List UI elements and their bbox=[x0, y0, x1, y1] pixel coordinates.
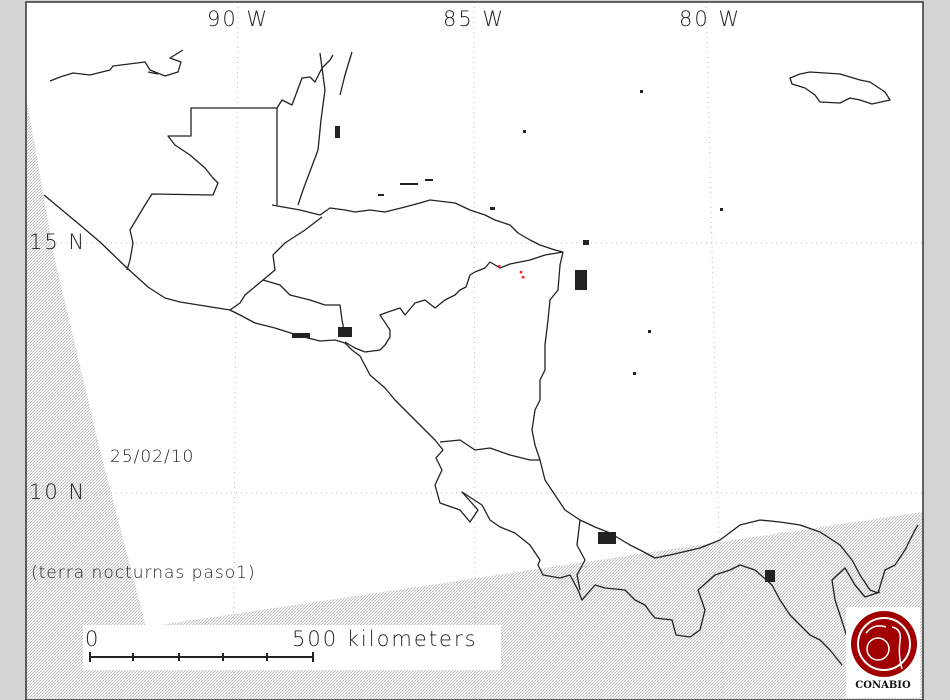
logo-text: CONABIO bbox=[855, 680, 911, 691]
latitude-label-15n: 15 N bbox=[29, 230, 87, 254]
pass-caption: (terra nocturnas paso1) bbox=[31, 563, 256, 583]
date-label: 25/02/10 bbox=[110, 447, 195, 467]
jamaica-coast bbox=[789, 71, 891, 105]
hotspot-1 bbox=[519, 271, 523, 274]
latitude-label-10n: 10 N bbox=[29, 480, 87, 504]
hotspot-layer bbox=[497, 265, 525, 279]
map-frame bbox=[25, 1, 924, 700]
costa-rica-panama-border bbox=[576, 519, 586, 591]
conabio-logo: CONABIO bbox=[846, 607, 920, 698]
longitude-label-85w: 85 W bbox=[443, 7, 506, 31]
scale-bar: 0 500 kilometers bbox=[83, 625, 501, 670]
nicaragua-costa-rica-border bbox=[439, 439, 540, 461]
scale-end-label: 500 kilometers bbox=[292, 627, 478, 651]
yucatan-belize-coast bbox=[271, 51, 564, 253]
honduras-nicaragua-border bbox=[344, 251, 564, 353]
conabio-emblem bbox=[851, 611, 917, 677]
scale-bar-ruler bbox=[89, 652, 314, 662]
guatemala-honduras-border bbox=[229, 216, 323, 311]
cuba-coast bbox=[49, 49, 184, 82]
no-coverage-area bbox=[26, 96, 923, 700]
longitude-label-80w: 80 W bbox=[679, 7, 742, 31]
honduras-el-salvador-border bbox=[262, 279, 346, 336]
scale-start-label: 0 bbox=[85, 627, 101, 651]
caribbean-coast-south bbox=[531, 251, 919, 594]
guatemala-border bbox=[126, 107, 278, 271]
hotspot-2 bbox=[521, 276, 525, 279]
panama-colombia-border bbox=[854, 584, 866, 598]
coastlines-and-borders bbox=[43, 49, 919, 666]
islands bbox=[292, 90, 775, 582]
longitude-label-90w: 90 W bbox=[207, 7, 270, 31]
hotspot-0 bbox=[497, 265, 501, 268]
